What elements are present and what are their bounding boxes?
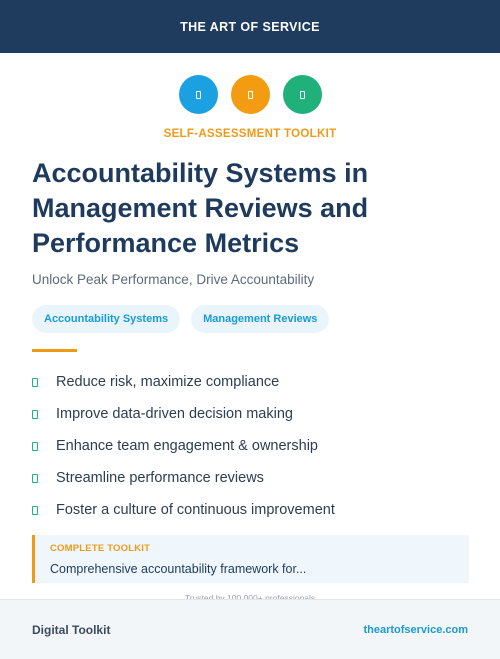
brand-name: THE ART OF SERVICE xyxy=(180,19,320,34)
green-icon xyxy=(282,75,322,114)
website-link[interactable]: theartofservice.com xyxy=(363,623,468,636)
benefit-list: Reduce risk, maximize compliance Improve… xyxy=(32,366,472,526)
title-line: Accountability Systems in xyxy=(32,158,369,188)
check-icon xyxy=(32,409,38,419)
benefit-text: Improve data-driven decision making xyxy=(56,406,293,422)
footer-label: Digital Toolkit xyxy=(32,622,111,637)
orange-icon xyxy=(230,75,270,114)
accent-divider xyxy=(32,349,77,352)
benefit-item: Foster a culture of continuous improveme… xyxy=(32,494,472,526)
benefit-text: Foster a culture of continuous improveme… xyxy=(56,502,335,518)
page-title: Accountability Systems in Management Rev… xyxy=(32,156,472,261)
check-icon xyxy=(32,377,38,387)
eyebrow-label: SELF-ASSESSMENT TOOLKIT xyxy=(163,128,337,140)
benefit-item: Enhance team engagement & ownership xyxy=(32,430,472,462)
header-bar: THE ART OF SERVICE xyxy=(0,0,500,53)
tag-management-reviews[interactable]: Management Reviews xyxy=(191,305,330,333)
subtitle: Unlock Peak Performance, Drive Accountab… xyxy=(32,272,315,287)
tag-list: Accountability Systems Management Review… xyxy=(32,305,330,333)
toolkit-callout: COMPLETE TOOLKIT Comprehensive accountab… xyxy=(32,535,469,583)
title-line: Management Reviews and xyxy=(32,193,369,223)
benefit-text: Reduce risk, maximize compliance xyxy=(56,374,280,390)
benefit-text: Streamline performance reviews xyxy=(56,470,264,486)
icon-row xyxy=(0,75,500,114)
benefit-text: Enhance team engagement & ownership xyxy=(56,438,318,454)
toolkit-description: Comprehensive accountability framework f… xyxy=(50,562,307,576)
tag-accountability-systems[interactable]: Accountability Systems xyxy=(32,305,181,333)
toolkit-label: COMPLETE TOOLKIT xyxy=(50,543,151,554)
benefit-item: Streamline performance reviews xyxy=(32,462,472,494)
benefit-item: Improve data-driven decision making xyxy=(32,398,472,430)
check-icon xyxy=(32,505,38,515)
trusted-note: Trusted by 100,000+ professionals xyxy=(184,593,316,599)
check-icon xyxy=(32,441,38,451)
check-icon xyxy=(32,473,38,483)
footer: Digital Toolkit theartofservice.com xyxy=(0,599,500,659)
title-line: Performance Metrics xyxy=(32,228,300,258)
blue-icon xyxy=(178,75,218,114)
benefit-item: Reduce risk, maximize compliance xyxy=(32,366,472,398)
